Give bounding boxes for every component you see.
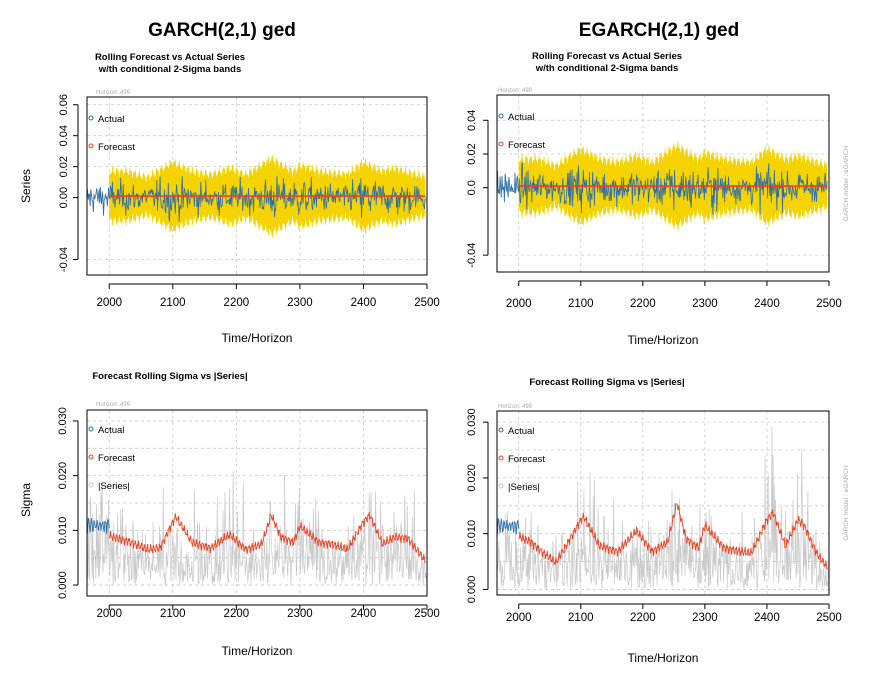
- chart-subtitle: w/th conditional 2-Sigma bands: [535, 63, 679, 74]
- chart-title: Rolling Forecast vs Actual Series: [95, 52, 245, 63]
- y-tick-label: 0.010: [57, 517, 69, 545]
- y-tick-label: 0.0: [466, 180, 478, 195]
- horizon-note: Horizon: 499: [96, 90, 131, 96]
- horizon-note: Horizon: 499: [498, 404, 533, 410]
- x-tick-label: 2200: [224, 608, 250, 620]
- x-tick-label: 2300: [692, 612, 718, 624]
- x-tick-label: 2000: [96, 297, 122, 309]
- y-tick-label: 0.02: [466, 143, 478, 164]
- legend-label: Forecast: [508, 140, 545, 151]
- y-tick-label: 0.020: [466, 464, 478, 492]
- x-tick-label: 2000: [96, 608, 122, 620]
- x-tick-label: 2100: [568, 612, 594, 624]
- y-tick-label: -0.04: [466, 243, 478, 268]
- y-tick-label: 0.04: [58, 125, 70, 146]
- x-axis-label: Time/Horizon: [628, 651, 699, 665]
- legend-marker: [498, 483, 504, 489]
- actual-line: [86, 176, 426, 222]
- legend-marker: [88, 482, 94, 488]
- legend-marker: [498, 141, 504, 147]
- legend-marker: [88, 426, 94, 432]
- left-column-title: GARCH(2,1) ged: [148, 20, 296, 41]
- plot-frame: [86, 409, 428, 597]
- x-tick-label: 2200: [630, 298, 656, 310]
- legend-label: Actual: [508, 426, 534, 437]
- legend-marker: [498, 113, 504, 119]
- legend-label: |Series|: [98, 481, 130, 492]
- y-tick-label: 0.010: [466, 520, 478, 548]
- chart-title: Forecast Rolling Sigma vs |Series|: [529, 377, 684, 388]
- x-tick-label: 2100: [160, 608, 186, 620]
- y-axis-label: Sigma: [19, 483, 33, 517]
- x-tick-label: 2400: [351, 297, 377, 309]
- abs-series-line: [86, 471, 427, 586]
- plot-frame: [496, 410, 830, 596]
- y-tick-label: 0.030: [466, 408, 478, 436]
- y-tick-label: 0.04: [466, 110, 478, 131]
- legend-marker: [498, 455, 504, 461]
- y-tick-label: 0.00: [58, 187, 70, 208]
- x-tick-label: 2200: [630, 612, 656, 624]
- x-tick-label: 2200: [224, 297, 250, 309]
- right-column-title: EGARCH(2,1) ged: [578, 20, 740, 41]
- x-tick-label: 2300: [287, 297, 313, 309]
- y-tick-label: 0.000: [57, 571, 69, 599]
- legend-label: Actual: [508, 112, 534, 123]
- x-tick-label: 2100: [160, 297, 186, 309]
- horizon-note: Horizon: 499: [498, 88, 533, 94]
- actual-sigma-line: [496, 518, 520, 537]
- legend-marker: [88, 454, 94, 460]
- y-tick-label: 0.030: [57, 407, 69, 435]
- x-tick-label: 2000: [506, 298, 532, 310]
- y-tick-label: 0.06: [58, 94, 70, 115]
- y-tick-label: 0.000: [466, 576, 478, 604]
- x-axis-label: Time/Horizon: [628, 333, 699, 347]
- legend-label: Actual: [98, 425, 124, 436]
- x-tick-label: 2500: [816, 298, 842, 310]
- legend-marker: [88, 115, 94, 121]
- y-tick-label: 0.02: [58, 156, 70, 177]
- plot-frame: [496, 94, 830, 273]
- x-tick-label: 2300: [287, 608, 313, 620]
- legend-label: Actual: [98, 114, 124, 125]
- model-note: GARCH model : eGARCH: [843, 145, 850, 221]
- x-tick-label: 2000: [506, 612, 532, 624]
- x-tick-label: 2400: [754, 298, 780, 310]
- x-tick-label: 2300: [692, 298, 718, 310]
- legend-label: Forecast: [98, 142, 135, 153]
- forecast-sigma-line: [108, 512, 426, 563]
- x-tick-label: 2100: [568, 298, 594, 310]
- x-tick-label: 2400: [754, 612, 780, 624]
- x-axis-label: Time/Horizon: [222, 644, 293, 658]
- legend-label: |Series|: [508, 482, 540, 493]
- legend-label: Forecast: [508, 454, 545, 465]
- legend-marker: [88, 143, 94, 149]
- abs-series-line: [496, 426, 829, 590]
- actual-sigma-line: [86, 517, 110, 536]
- x-tick-label: 2500: [414, 297, 440, 309]
- chart-subtitle: w/th conditional 2-Sigma bands: [98, 64, 242, 75]
- legend-label: Forecast: [98, 453, 135, 464]
- x-tick-label: 2400: [351, 608, 377, 620]
- forecast-sigma-line: [518, 502, 828, 570]
- legend-marker: [498, 427, 504, 433]
- actual-line: [496, 162, 828, 215]
- x-tick-label: 2500: [816, 612, 842, 624]
- model-note: GARCH model : eGARCH: [843, 465, 850, 541]
- y-axis-label: Series: [19, 169, 33, 203]
- horizon-note: Horizon: 499: [96, 402, 131, 408]
- x-axis-label: Time/Horizon: [222, 331, 293, 345]
- x-tick-label: 2500: [414, 608, 440, 620]
- plot-frame: [86, 96, 428, 276]
- chart-left-sigma: Forecast Rolling Sigma vs |Series| Horizo…: [19, 371, 440, 658]
- y-tick-label: -0.04: [58, 247, 70, 272]
- chart-title: Rolling Forecast vs Actual Series: [532, 51, 682, 62]
- y-tick-label: 0.020: [57, 462, 69, 490]
- chart-title: Forecast Rolling Sigma vs |Series|: [92, 371, 247, 382]
- chart-right-sigma: Forecast Rolling Sigma vs |Series| Horizo…: [466, 377, 850, 665]
